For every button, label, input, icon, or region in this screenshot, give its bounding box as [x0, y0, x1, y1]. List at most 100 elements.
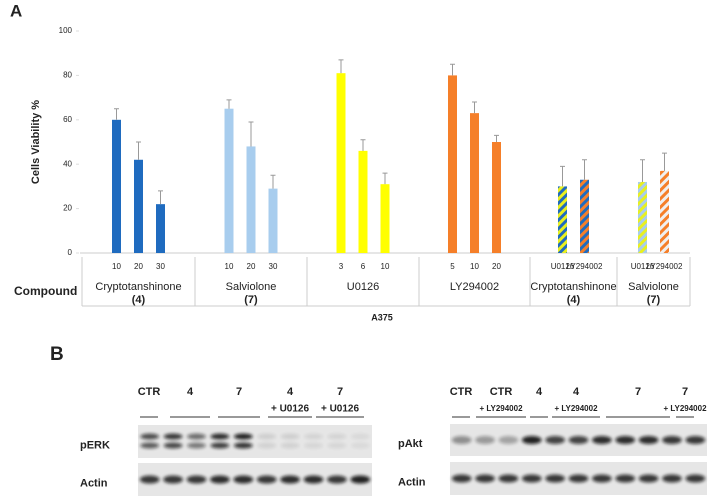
band	[280, 442, 300, 449]
bar	[268, 188, 278, 253]
band	[233, 433, 253, 440]
lane-label: CTR	[450, 386, 473, 398]
band	[451, 474, 472, 483]
group-label: Salviolone	[226, 281, 277, 293]
y-axis-label: Cells Viability %	[30, 100, 42, 184]
band	[327, 475, 347, 484]
panel-label: B	[50, 344, 64, 365]
x-tick-label: 6	[361, 262, 366, 271]
band	[163, 475, 183, 484]
group-number: (7)	[647, 294, 661, 306]
band	[662, 474, 682, 483]
group-label: LY294002	[450, 281, 499, 293]
x-tick-label: 20	[247, 262, 256, 271]
bar	[380, 184, 390, 253]
error-bar	[226, 99, 232, 109]
group-number: (4)	[567, 294, 581, 306]
x-tick-label: 20	[492, 262, 501, 271]
band	[303, 475, 324, 484]
lane-treatment: + LY294002	[663, 404, 707, 413]
bar	[660, 170, 669, 253]
lane-label: 7	[236, 386, 242, 398]
band	[257, 442, 277, 449]
band	[187, 433, 206, 440]
band	[210, 442, 230, 449]
group-number: (4)	[132, 294, 146, 306]
band	[685, 474, 706, 483]
error-bar	[114, 108, 119, 120]
error-bar	[450, 63, 455, 76]
error-bar	[582, 159, 587, 180]
error-bar	[136, 141, 141, 160]
bar	[580, 179, 589, 253]
row-label: Compound	[14, 284, 77, 298]
band	[350, 475, 371, 484]
band	[592, 436, 612, 444]
row-label: Actin	[80, 477, 108, 489]
x-tick-label: 5	[450, 262, 455, 271]
band	[280, 433, 300, 440]
band	[521, 474, 542, 483]
x-tick-label: 10	[381, 262, 390, 271]
group-label: Cryptotanshinone	[95, 281, 181, 293]
band	[233, 475, 254, 484]
bar	[558, 186, 567, 253]
x-tick-label: LY294002	[567, 262, 603, 271]
x-tick-label: 10	[470, 262, 479, 271]
band	[615, 436, 636, 444]
x-tick-label: U0126	[631, 262, 655, 271]
band	[545, 474, 565, 483]
y-tick-label: 40	[63, 159, 72, 168]
lane-label: 4	[187, 386, 194, 398]
band	[186, 475, 207, 484]
error-bar	[248, 121, 254, 147]
blot-membrane	[138, 425, 372, 458]
bar	[112, 119, 121, 253]
y-tick-label: 60	[63, 115, 72, 124]
band	[592, 474, 612, 483]
lane-treatment: + U0126	[271, 404, 310, 415]
error-bar	[270, 174, 276, 189]
group-number: (7)	[244, 294, 258, 306]
band	[475, 474, 495, 483]
error-bar	[382, 172, 388, 185]
band	[140, 433, 160, 440]
band	[327, 442, 347, 449]
bar	[492, 142, 501, 253]
band	[545, 436, 565, 444]
error-bar	[640, 159, 645, 182]
lane-label: 4	[573, 386, 580, 398]
band	[163, 433, 183, 440]
band	[498, 474, 519, 483]
band	[521, 436, 542, 444]
lane-label: 7	[682, 386, 688, 398]
error-bar	[494, 134, 499, 142]
row-label: pAkt	[398, 438, 423, 450]
group-label: Salviolone	[628, 281, 679, 293]
error-bar	[560, 165, 565, 187]
band	[257, 433, 277, 440]
bar	[336, 73, 346, 254]
band	[615, 474, 636, 483]
band	[210, 475, 230, 484]
group-label: U0126	[347, 281, 379, 293]
row-label: pERK	[80, 439, 110, 451]
bar	[638, 181, 647, 253]
x-tick-label: 30	[269, 262, 278, 271]
bar	[448, 75, 457, 254]
band	[304, 442, 323, 449]
x-tick-label: 20	[134, 262, 143, 271]
row-label: Actin	[398, 476, 426, 488]
error-bar	[158, 190, 163, 205]
bar	[246, 146, 256, 253]
lane-treatment: + LY294002	[554, 404, 598, 413]
band	[304, 433, 323, 440]
lane-treatment: + U0126	[321, 404, 360, 415]
lane-label: 4	[536, 386, 543, 398]
y-tick-label: 20	[63, 204, 72, 213]
band	[233, 442, 253, 449]
lane-label: CTR	[138, 386, 161, 398]
band	[187, 442, 206, 449]
